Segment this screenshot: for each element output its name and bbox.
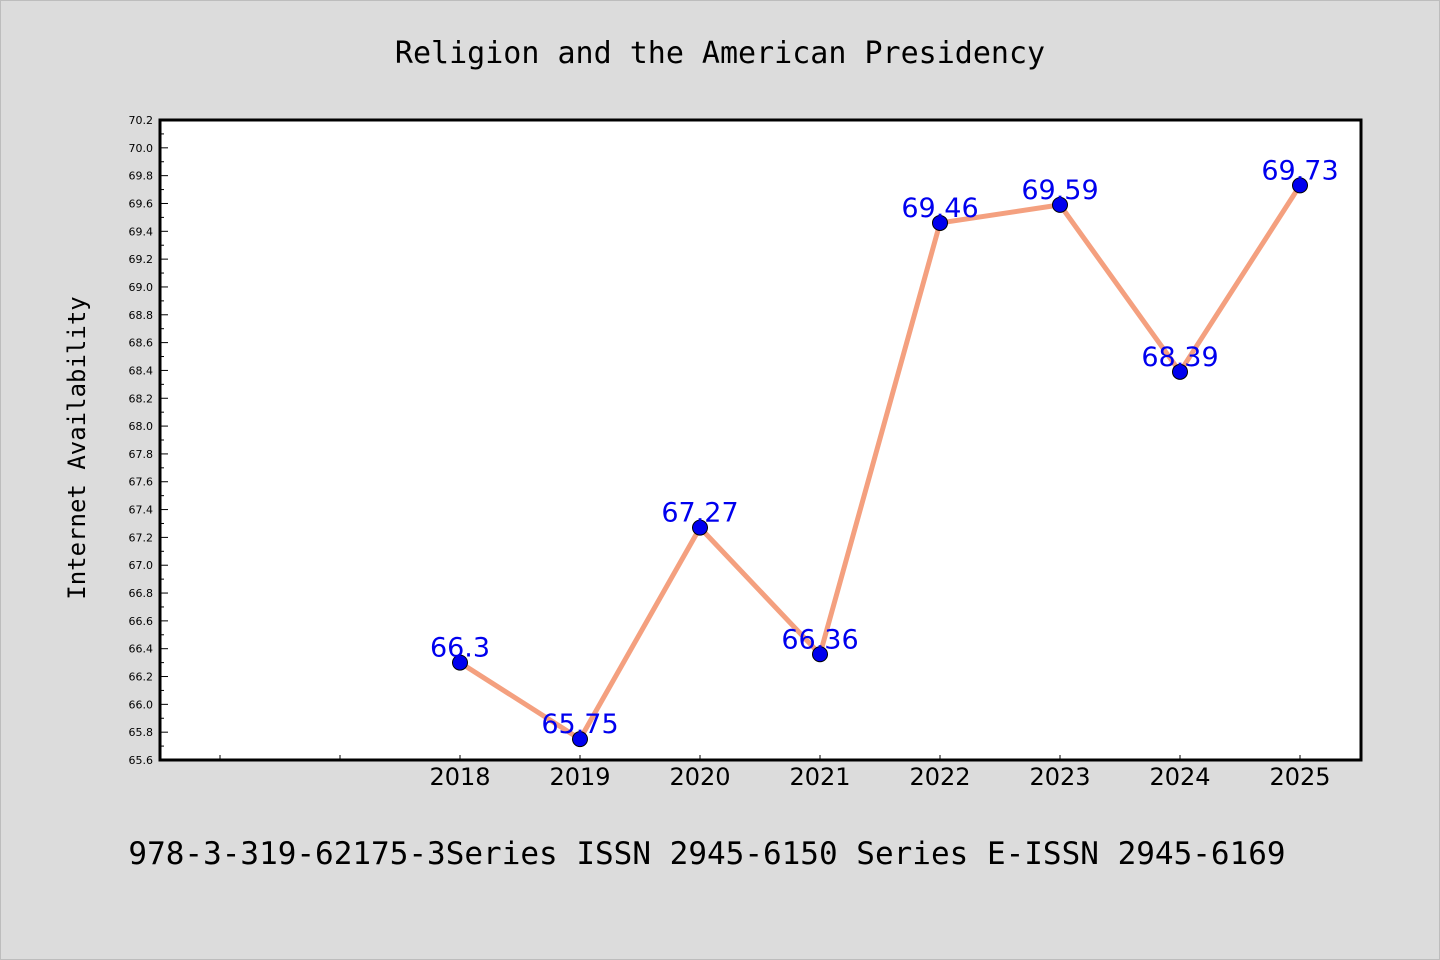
data-point-marker <box>572 731 588 748</box>
y-tick-label: 66.0 <box>129 698 154 711</box>
x-tick-label: 2020 <box>669 763 730 791</box>
data-point-label: 69.46 <box>901 193 978 224</box>
y-tick-label: 65.8 <box>129 726 154 739</box>
y-tick-label: 66.6 <box>129 615 154 628</box>
data-point-label: 69.73 <box>1261 155 1338 186</box>
y-tick-label: 65.6 <box>129 754 154 767</box>
y-tick-label: 69.2 <box>129 253 154 266</box>
series-markers <box>452 177 1308 748</box>
x-tick-label: 2025 <box>1269 763 1330 791</box>
data-point-marker <box>1172 363 1188 380</box>
y-tick-label: 70.2 <box>129 114 154 127</box>
y-tick-label: 68.4 <box>129 364 154 377</box>
y-axis: 65.6 65.8 66.0 66.2 66.4 66.6 66.8 67.0 67.2 67.4… <box>129 114 168 767</box>
y-tick-label: 69.8 <box>129 170 154 183</box>
y-tick-label: 66.4 <box>129 643 154 656</box>
y-tick-label: 69.4 <box>129 225 154 238</box>
y-tick-label: 68.6 <box>129 337 154 350</box>
data-point-marker <box>932 214 948 231</box>
data-point-label: 67.27 <box>661 498 738 529</box>
y-tick-label: 68.0 <box>129 420 154 433</box>
data-point-label: 66.3 <box>430 633 490 664</box>
x-axis: 2018 2019 2020 2021 2022 2023 2024 2025 <box>219 755 1331 791</box>
series-data-labels: 66.3 65.75 67.27 66.36 69.46 69.59 68.39 69.73 <box>430 155 1339 740</box>
data-point-marker <box>692 519 708 536</box>
x-tick-label: 2022 <box>909 763 970 791</box>
data-point-marker <box>1052 196 1068 213</box>
x-tick-label: 2023 <box>1029 763 1090 791</box>
y-tick-label: 67.0 <box>129 559 154 572</box>
y-tick-label: 68.8 <box>129 309 154 322</box>
y-tick-label: 67.2 <box>129 531 154 544</box>
chart-title: Religion and the American Presidency <box>395 36 1045 71</box>
y-tick-label: 66.8 <box>129 587 154 600</box>
y-tick-label: 70.0 <box>129 142 154 155</box>
y-tick-label: 68.2 <box>129 392 154 405</box>
x-tick-label: 2024 <box>1149 763 1210 791</box>
footer-isbn-issn: 978-3-319-62175-3Series ISSN 2945-6150 S… <box>128 836 1285 872</box>
plot-area <box>158 118 1363 762</box>
data-point-label: 65.75 <box>541 709 618 740</box>
y-tick-label: 67.8 <box>129 448 154 461</box>
y-tick-label: 67.6 <box>129 476 154 489</box>
y-tick-label: 67.4 <box>129 504 154 517</box>
series-line <box>457 182 1303 742</box>
data-point-marker <box>452 654 468 671</box>
x-tick-label: 2021 <box>789 763 850 791</box>
x-tick-label: 2018 <box>429 763 490 791</box>
y-tick-label: 69.0 <box>129 281 154 294</box>
data-point-label: 69.59 <box>1021 175 1098 206</box>
x-tick-label: 2019 <box>549 763 610 791</box>
data-point-marker <box>812 646 828 663</box>
y-tick-label: 66.2 <box>129 671 154 684</box>
data-point-label: 66.36 <box>781 624 858 655</box>
y-axis-label: Internet Availability <box>63 296 91 599</box>
data-point-label: 68.39 <box>1141 342 1218 373</box>
data-point-marker <box>1292 177 1308 194</box>
y-tick-label: 69.6 <box>129 197 154 210</box>
